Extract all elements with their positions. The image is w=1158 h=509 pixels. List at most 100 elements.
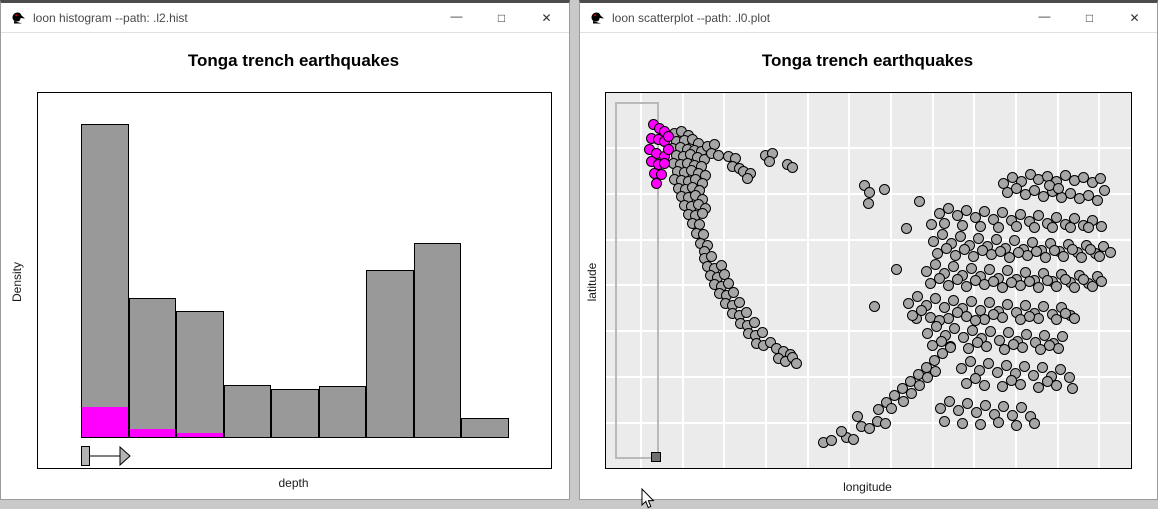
scatter-point[interactable] bbox=[912, 291, 923, 302]
scatter-point[interactable] bbox=[1040, 252, 1051, 263]
scatter-point[interactable] bbox=[1060, 274, 1071, 285]
scatter-point[interactable] bbox=[952, 210, 963, 221]
scatter-point[interactable] bbox=[983, 358, 994, 369]
scatter-point[interactable] bbox=[1011, 183, 1022, 194]
scatter-point[interactable] bbox=[728, 287, 739, 298]
scatter-point[interactable] bbox=[941, 243, 952, 254]
histogram-titlebar[interactable]: loon histogram --path: .l2.hist — □ ✕ bbox=[1, 3, 569, 33]
scatter-point[interactable] bbox=[907, 310, 918, 321]
scatter-point[interactable] bbox=[1038, 191, 1049, 202]
scatter-point[interactable] bbox=[992, 367, 1003, 378]
hist-bar[interactable] bbox=[81, 124, 129, 438]
scatter-point[interactable] bbox=[925, 278, 936, 289]
hist-bar[interactable] bbox=[128, 298, 176, 438]
scatter-point[interactable] bbox=[971, 407, 982, 418]
scatter-point[interactable] bbox=[826, 435, 837, 446]
scatter-point[interactable] bbox=[1047, 222, 1058, 233]
scatter-point[interactable] bbox=[1042, 275, 1053, 286]
scatter-point[interactable] bbox=[852, 411, 863, 422]
scatter-point[interactable] bbox=[991, 234, 1002, 245]
scatter-point[interactable] bbox=[889, 390, 900, 401]
scatter-point[interactable] bbox=[997, 381, 1008, 392]
scatter-point[interactable] bbox=[926, 219, 937, 230]
scatter-point[interactable] bbox=[906, 388, 917, 399]
scatter-point[interactable] bbox=[985, 326, 996, 337]
scatter-point[interactable] bbox=[961, 378, 972, 389]
scatter-point[interactable] bbox=[943, 203, 954, 214]
scatter-point[interactable] bbox=[962, 398, 973, 409]
scatter-point[interactable] bbox=[922, 328, 933, 339]
scatter-point[interactable] bbox=[764, 156, 775, 167]
hist-bar[interactable] bbox=[318, 386, 366, 438]
minimize-button[interactable]: — bbox=[1038, 8, 1051, 23]
scatter-point[interactable] bbox=[1021, 329, 1032, 340]
scatter-point[interactable] bbox=[741, 307, 752, 318]
scatter-point[interactable] bbox=[1051, 212, 1062, 223]
scatter-point[interactable] bbox=[963, 343, 974, 354]
hist-bar[interactable] bbox=[223, 385, 271, 438]
scatter-point[interactable] bbox=[1067, 244, 1078, 255]
scatter-point-selected[interactable] bbox=[663, 131, 674, 142]
scatter-point-selected[interactable] bbox=[656, 169, 667, 180]
slider-handle[interactable] bbox=[81, 446, 90, 466]
scatter-point[interactable] bbox=[981, 341, 992, 352]
scatter-point[interactable] bbox=[998, 401, 1009, 412]
scatter-point[interactable] bbox=[1096, 221, 1107, 232]
scatter-point[interactable] bbox=[1029, 418, 1040, 429]
scatter-point[interactable] bbox=[734, 297, 745, 308]
scatter-point[interactable] bbox=[959, 244, 970, 255]
scatter-point[interactable] bbox=[1006, 375, 1017, 386]
scatter-point[interactable] bbox=[929, 355, 940, 366]
hist-bar[interactable] bbox=[366, 270, 414, 438]
scatter-point[interactable] bbox=[993, 222, 1004, 233]
scatter-point[interactable] bbox=[1033, 282, 1044, 293]
scatter-point[interactable] bbox=[1015, 379, 1026, 390]
scatter-point[interactable] bbox=[965, 356, 976, 367]
scatter-point[interactable] bbox=[1001, 360, 1012, 371]
hist-bar[interactable] bbox=[413, 243, 461, 438]
scatter-point-selected[interactable] bbox=[663, 144, 674, 155]
scatter-point[interactable] bbox=[886, 403, 897, 414]
scatter-point[interactable] bbox=[879, 184, 890, 195]
scatter-point[interactable] bbox=[1029, 185, 1040, 196]
scatter-point[interactable] bbox=[914, 380, 925, 391]
scatter-point[interactable] bbox=[901, 223, 912, 234]
scatter-point[interactable] bbox=[864, 187, 875, 198]
scatter-point[interactable] bbox=[961, 205, 972, 216]
scatter-point[interactable] bbox=[1015, 209, 1026, 220]
scatter-point[interactable] bbox=[757, 327, 768, 338]
scatter-point[interactable] bbox=[1009, 235, 1020, 246]
scatter-point[interactable] bbox=[943, 280, 954, 291]
scatter-point[interactable] bbox=[1094, 251, 1105, 262]
scatter-point[interactable] bbox=[1003, 327, 1014, 338]
scatter-point[interactable] bbox=[787, 162, 798, 173]
scatter-point[interactable] bbox=[966, 296, 977, 307]
scatter-point[interactable] bbox=[957, 220, 968, 231]
scatter-point[interactable] bbox=[997, 207, 1008, 218]
scatter-point[interactable] bbox=[930, 259, 941, 270]
scatter-point[interactable] bbox=[967, 325, 978, 336]
scatter-point[interactable] bbox=[1051, 314, 1062, 325]
scatter-point[interactable] bbox=[972, 337, 983, 348]
maximize-button[interactable]: □ bbox=[1085, 10, 1094, 25]
scatter-point[interactable] bbox=[1044, 340, 1055, 351]
scatter-point[interactable] bbox=[975, 419, 986, 430]
scatter-point[interactable] bbox=[1016, 402, 1027, 413]
histogram-plot-area[interactable] bbox=[37, 92, 552, 469]
scatter-point[interactable] bbox=[948, 295, 959, 306]
scatter-point[interactable] bbox=[880, 418, 891, 429]
scatter-point[interactable] bbox=[937, 348, 948, 359]
scatter-point[interactable] bbox=[869, 301, 880, 312]
scatter-point[interactable] bbox=[932, 248, 943, 259]
scatter-point[interactable] bbox=[1078, 274, 1089, 285]
scatter-point[interactable] bbox=[765, 337, 776, 348]
scatter-point[interactable] bbox=[1006, 277, 1017, 288]
scatter-point[interactable] bbox=[848, 434, 859, 445]
scatter-point[interactable] bbox=[1051, 380, 1062, 391]
scatter-point[interactable] bbox=[864, 423, 875, 434]
scatter-point[interactable] bbox=[957, 418, 968, 429]
scatter-point[interactable] bbox=[939, 416, 950, 427]
scatter-point[interactable] bbox=[706, 251, 717, 262]
scatter-point[interactable] bbox=[1038, 301, 1049, 312]
selection-drag-handle[interactable] bbox=[651, 452, 661, 462]
